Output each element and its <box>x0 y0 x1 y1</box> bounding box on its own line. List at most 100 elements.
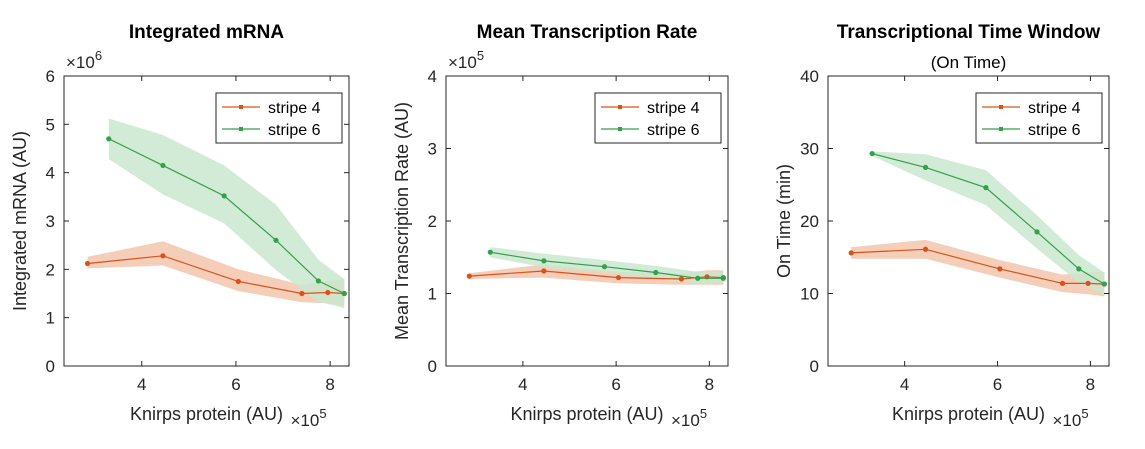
legend-marker-stripe-4 <box>239 105 243 109</box>
series-line-stripe-4 <box>469 270 724 280</box>
chart-title: Transcriptional Time Window <box>837 22 1101 43</box>
x-axis-exponent: ×105 <box>291 406 327 430</box>
data-point-stripe-6 <box>1076 266 1082 272</box>
chart-subtitle: (On Time) <box>931 53 1007 72</box>
data-point-stripe-6 <box>106 136 112 142</box>
data-point-stripe-6 <box>487 249 493 255</box>
data-point-stripe-4 <box>1085 280 1091 286</box>
legend-marker-stripe-4 <box>999 105 1003 109</box>
series-line-stripe-6 <box>490 251 724 279</box>
data-point-stripe-4 <box>1059 280 1066 286</box>
x-axis-label: Knirps protein (AU) <box>892 404 1045 424</box>
series-line-stripe-4 <box>87 255 345 295</box>
y-tick-label: 3 <box>428 140 437 159</box>
data-point-stripe-4 <box>235 278 241 285</box>
data-point-stripe-6 <box>160 162 166 169</box>
data-point-stripe-4 <box>615 274 622 281</box>
chart-panel-2: 0 1 2 3 4 4 6 8 Mean Transcription Rate Knirps pr… <box>392 22 729 430</box>
data-point-stripe-4 <box>922 246 929 252</box>
data-point-stripe-4 <box>299 290 305 297</box>
data-point-stripe-6 <box>869 150 875 157</box>
y-tick-label: 30 <box>800 140 819 159</box>
x-tick-label: 6 <box>231 375 240 394</box>
data-point-stripe-6 <box>541 258 547 264</box>
y-tick-label: 0 <box>810 357 819 376</box>
y-axis-label: Mean Transcription Rate (AU) <box>392 102 412 340</box>
confidence-band-stripe-6 <box>108 118 345 308</box>
x-tick-label: 8 <box>325 375 334 394</box>
x-tick-label: 4 <box>137 375 146 394</box>
legend-marker-stripe-4 <box>618 105 622 109</box>
data-point-stripe-4 <box>997 266 1003 272</box>
legend-marker-stripe-6 <box>618 127 622 131</box>
legend-marker-stripe-6 <box>999 127 1003 131</box>
data-point-stripe-6 <box>720 275 726 281</box>
x-axis-exponent: ×105 <box>1053 406 1089 430</box>
data-point-stripe-6 <box>922 164 929 170</box>
data-point-stripe-6 <box>273 237 279 243</box>
data-point-stripe-6 <box>601 264 608 270</box>
data-point-stripe-4 <box>466 273 472 279</box>
x-tick-label: 8 <box>1086 375 1095 394</box>
x-tick-label: 4 <box>518 375 527 394</box>
y-tick-label: 5 <box>46 115 55 134</box>
y-tick-label: 4 <box>428 67 437 86</box>
data-point-stripe-4 <box>84 260 91 267</box>
x-axis-label: Knirps protein (AU) <box>510 404 663 424</box>
legend-box <box>215 92 343 144</box>
series-line-stripe-4 <box>851 248 1105 285</box>
y-tick-label: 10 <box>800 285 819 304</box>
x-tick-label: 4 <box>900 375 909 394</box>
chart-panel-1: 0 1 2 3 4 5 6 4 6 8 Integrated mRNA Knirps protein … <box>10 22 350 430</box>
legend-label-stripe-4: stripe 4 <box>647 100 700 117</box>
y-tick-label: 20 <box>800 212 819 231</box>
x-axis-exponent: ×105 <box>671 406 707 430</box>
data-point-stripe-4 <box>848 250 854 256</box>
x-tick-label: 8 <box>705 375 714 394</box>
data-point-stripe-6 <box>695 275 701 281</box>
legend-marker-stripe-6 <box>239 127 243 131</box>
y-tick-label: 1 <box>46 309 55 328</box>
y-tick-label: 1 <box>428 285 437 304</box>
y-tick-label: 2 <box>428 212 437 231</box>
y-axis-exponent: ×105 <box>448 48 484 72</box>
legend: stripe 4 stripe 6 <box>975 92 1103 144</box>
legend-label-stripe-6: stripe 6 <box>1028 122 1081 139</box>
y-axis-exponent: ×106 <box>66 48 102 72</box>
legend: stripe 4 stripe 6 <box>594 92 722 144</box>
data-point-stripe-4 <box>541 268 547 274</box>
data-point-stripe-6 <box>1101 281 1107 287</box>
confidence-band-stripe-4 <box>851 239 1105 297</box>
legend-label-stripe-6: stripe 6 <box>647 122 700 139</box>
chart-title: Integrated mRNA <box>129 22 284 43</box>
data-point-stripe-4 <box>160 253 166 259</box>
data-point-stripe-6 <box>341 290 347 297</box>
x-axis-label: Knirps protein (AU) <box>130 404 283 424</box>
confidence-band-stripe-4 <box>469 264 724 285</box>
y-axis-label: On Time (min) <box>774 164 794 278</box>
x-tick-label: 6 <box>993 375 1002 394</box>
y-axis-label: Integrated mRNA (AU) <box>10 131 30 311</box>
data-point-stripe-6 <box>1034 229 1040 235</box>
data-point-stripe-6 <box>983 185 989 191</box>
chart-panel-3: 0 10 20 30 40 4 6 8 Transcriptional Time Window (… <box>774 22 1110 430</box>
chart-title: Mean Transcription Rate <box>477 22 698 43</box>
y-tick-label: 3 <box>46 212 55 231</box>
legend-box <box>975 92 1103 144</box>
legend: stripe 4 stripe 6 <box>215 92 343 144</box>
legend-box <box>594 92 722 144</box>
legend-label-stripe-6: stripe 6 <box>268 122 321 139</box>
x-tick-label: 6 <box>611 375 620 394</box>
series-line-stripe-6 <box>871 153 1105 285</box>
data-point-stripe-6 <box>315 278 321 284</box>
legend-label-stripe-4: stripe 4 <box>268 100 321 117</box>
series-line-stripe-6 <box>108 138 345 295</box>
y-tick-label: 2 <box>46 260 55 279</box>
data-point-stripe-6 <box>221 193 227 199</box>
data-point-stripe-6 <box>653 269 659 276</box>
legend-label-stripe-4: stripe 4 <box>1028 100 1081 117</box>
confidence-band-stripe-6 <box>872 151 1105 295</box>
data-point-stripe-4 <box>678 276 684 282</box>
data-point-stripe-4 <box>325 289 331 296</box>
